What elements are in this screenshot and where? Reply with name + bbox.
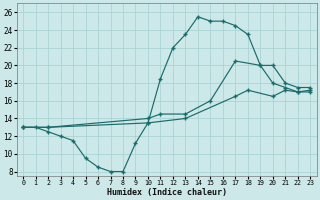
X-axis label: Humidex (Indice chaleur): Humidex (Indice chaleur) [107,188,227,197]
